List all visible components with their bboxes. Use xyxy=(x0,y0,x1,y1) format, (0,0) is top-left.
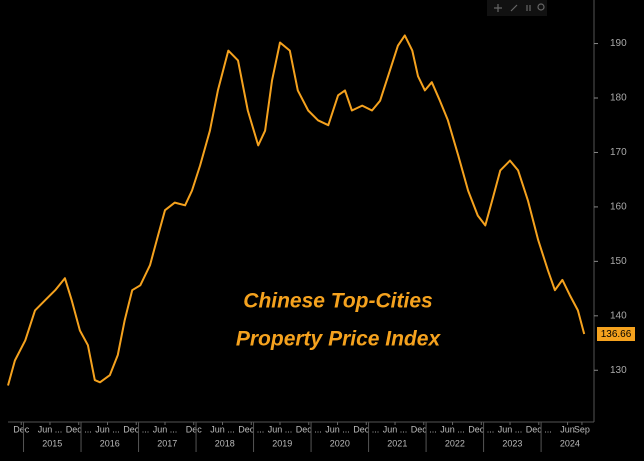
toolbar-bg xyxy=(487,0,547,16)
x-tick-label: Jun ... xyxy=(210,424,235,434)
last-value-label: 136.66 xyxy=(601,329,632,340)
last-value-box xyxy=(597,327,635,342)
x-tick-label: Jun ... xyxy=(383,424,408,434)
x-tick-label: Jun ... xyxy=(440,424,465,434)
x-tick-label: Dec ... xyxy=(526,424,552,434)
price-line xyxy=(7,34,586,386)
y-tick-label: 170 xyxy=(610,147,627,158)
year-label: 2017 xyxy=(157,438,177,448)
toolbar-icon[interactable] xyxy=(510,4,518,12)
x-tick-label: Jun xyxy=(560,424,575,434)
x-tick-label: Jun ... xyxy=(268,424,293,434)
year-label: 2020 xyxy=(330,438,350,448)
x-tick-label: Jun ... xyxy=(38,424,63,434)
toolbar-icon[interactable] xyxy=(537,3,545,11)
toolbar xyxy=(487,0,547,16)
x-tick-label: Dec ... xyxy=(66,424,92,434)
year-label: 2016 xyxy=(100,438,120,448)
y-tick-label: 140 xyxy=(610,310,627,321)
x-tick-label: Jun ... xyxy=(153,424,178,434)
x-tick-label: Dec ... xyxy=(468,424,494,434)
x-tick-label: Jun ... xyxy=(95,424,120,434)
year-label: 2021 xyxy=(387,438,407,448)
year-label: 2019 xyxy=(272,438,292,448)
y-tick-label: 160 xyxy=(610,202,627,213)
x-tick-label: Dec ... xyxy=(296,424,322,434)
year-label: 2024 xyxy=(560,438,580,448)
toolbar-icon[interactable] xyxy=(494,4,502,12)
title-line: Property Price Index xyxy=(236,328,442,351)
x-tick-label: Sep xyxy=(574,424,590,434)
x-tick-label: Dec xyxy=(13,424,30,434)
toolbar-icon[interactable] xyxy=(526,5,531,11)
x-tick-label: Dec ... xyxy=(411,424,437,434)
year-label: 2015 xyxy=(42,438,62,448)
x-tick-label: Jun ... xyxy=(325,424,350,434)
year-label: 2022 xyxy=(445,438,465,448)
x-tick-label: Dec ... xyxy=(123,424,149,434)
year-label: 2018 xyxy=(215,438,235,448)
y-tick-label: 180 xyxy=(610,93,627,104)
y-tick-label: 190 xyxy=(610,38,627,49)
year-label: 2023 xyxy=(502,438,522,448)
x-tick-label: Dec ... xyxy=(353,424,379,434)
y-tick-label: 150 xyxy=(610,256,627,267)
x-tick-label: Dec ... xyxy=(238,424,264,434)
x-tick-label: Jun ... xyxy=(498,424,523,434)
y-tick-label: 130 xyxy=(610,365,627,376)
x-tick-label: Dec xyxy=(186,424,203,434)
title-line: Chinese Top-Cities xyxy=(243,290,432,313)
